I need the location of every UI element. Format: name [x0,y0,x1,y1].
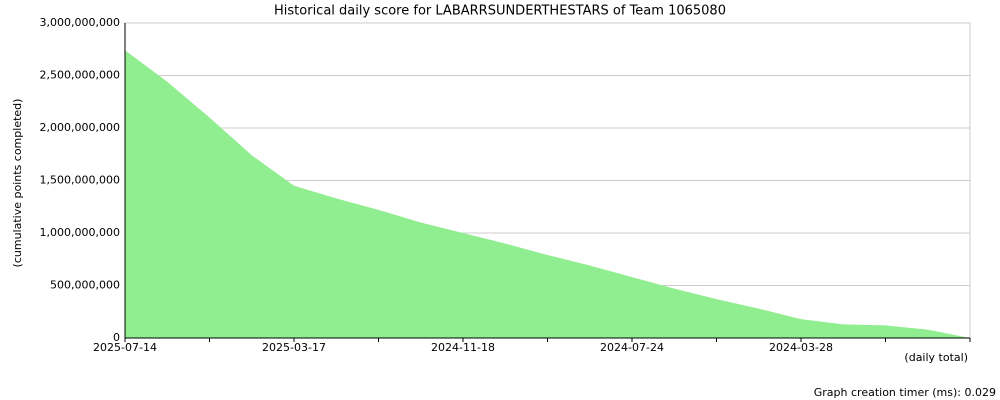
y-axis-label: (cumulative points completed) [11,99,24,268]
x-tick-label: 2024-03-28 [769,341,833,354]
x-tick-label: 2025-07-14 [93,341,157,354]
y-tick-label: 2,500,000,000 [40,69,120,82]
x-tick-label: 2024-07-24 [600,341,664,354]
footer: Graph creation timer (ms): 0.029 [814,386,996,399]
y-tick-label: 2,000,000,000 [40,121,120,134]
y-tick-label: 500,000,000 [50,279,120,292]
x-axis-label: (daily total) [904,351,968,364]
x-tick-label: 2024-11-18 [431,341,495,354]
y-tick-label: 0 [113,331,120,344]
y-tick-label: 1,000,000,000 [40,226,120,239]
area [125,50,970,339]
x-tick-label: 2025-03-17 [262,341,326,354]
y-tick-label: 1,500,000,000 [40,174,120,187]
chart-title: Historical daily score for LABARRSUNDERT… [274,4,726,19]
y-tick-label: 3,000,000,000 [40,16,120,29]
